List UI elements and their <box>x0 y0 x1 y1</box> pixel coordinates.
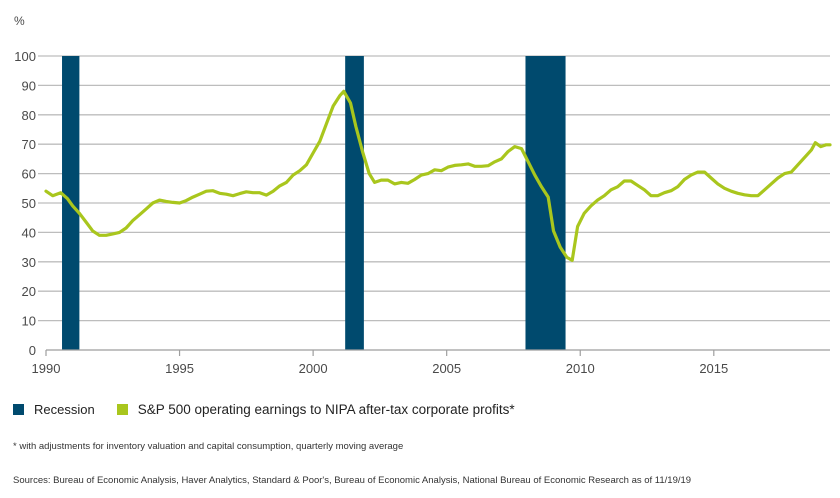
legend-item-series: S&P 500 operating earnings to NIPA after… <box>116 402 515 417</box>
legend-item-recession: Recession <box>13 402 95 417</box>
recession-band <box>345 56 364 350</box>
y-axis-tick-labels: 0 10 20 30 40 50 60 70 80 90 100 <box>14 49 36 358</box>
y-tick-label: 40 <box>22 225 36 240</box>
legend-label-recession: Recession <box>34 402 95 417</box>
x-tick-label: 2015 <box>699 361 728 376</box>
y-tick-label: 50 <box>22 196 36 211</box>
chart: % 0 10 20 30 40 50 60 70 80 90 100 1990 1995 2000 200… <box>14 14 832 376</box>
footnote: * with adjustments for inventory valuati… <box>13 441 404 452</box>
legend-label-series: S&P 500 operating earnings to NIPA after… <box>137 402 515 417</box>
recession-band <box>525 56 566 350</box>
y-tick-label: 30 <box>22 255 36 270</box>
y-tick-label: 70 <box>22 137 36 152</box>
y-tick-label: 90 <box>22 78 36 93</box>
x-tick-label: 1990 <box>32 361 61 376</box>
x-tick-label: 2005 <box>432 361 461 376</box>
x-tick-label: 1995 <box>165 361 194 376</box>
y-tick-label: 20 <box>22 284 36 299</box>
y-axis-unit-label: % <box>14 14 25 28</box>
gridlines <box>38 55 830 322</box>
series-swatch <box>116 404 128 415</box>
x-tick-label: 2010 <box>566 361 595 376</box>
y-tick-label: 60 <box>22 167 36 182</box>
x-axis-tick-labels: 1990 1995 2000 2005 2010 2015 <box>32 361 729 376</box>
y-tick-label: 80 <box>22 108 36 123</box>
legend: Recession S&P 500 operating earnings to … <box>13 402 537 417</box>
y-tick-label: 10 <box>22 314 36 329</box>
y-tick-label: 0 <box>29 343 36 358</box>
y-tick-label: 100 <box>14 49 36 64</box>
series-lines <box>44 89 832 262</box>
sources-note: Sources: Bureau of Economic Analysis, Ha… <box>13 475 692 486</box>
x-tick-label: 2000 <box>299 361 328 376</box>
series-line <box>44 89 832 262</box>
x-axis <box>45 349 830 356</box>
recession-swatch <box>13 404 24 415</box>
